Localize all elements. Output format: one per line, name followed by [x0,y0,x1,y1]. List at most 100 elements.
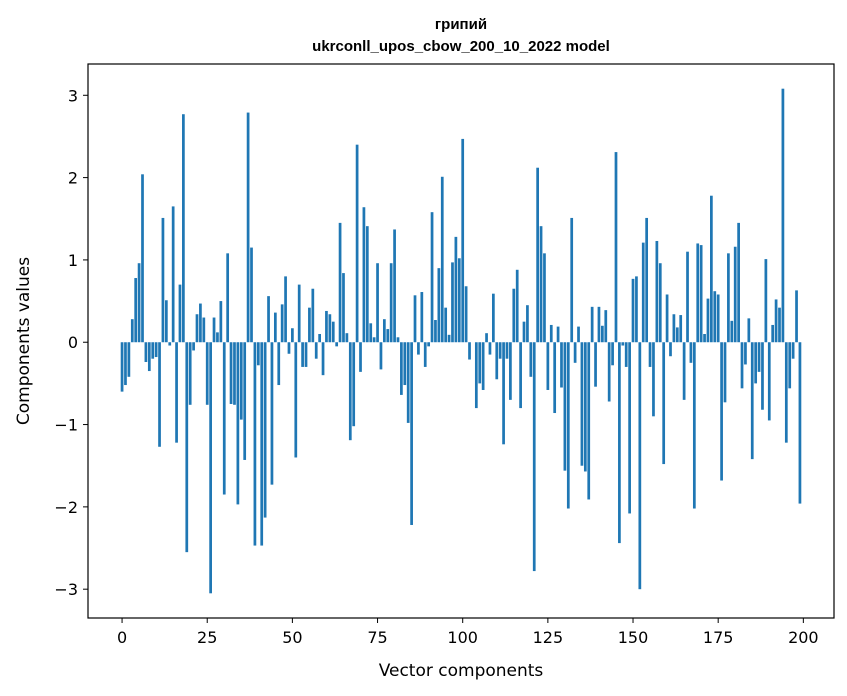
bar-165 [682,342,686,400]
bar-35 [239,342,243,420]
bar-75 [376,263,379,343]
x-tick-label: 200 [788,628,819,647]
bar-125 [546,342,550,390]
bar-88 [420,292,424,343]
y-tick-label: −1 [54,416,78,435]
chart-title: грипий [435,16,487,33]
bar-190 [767,342,771,421]
plot-area-frame [87,63,835,619]
bar-99 [457,258,461,343]
bar-178 [727,253,730,343]
x-tick-label: 75 [367,628,387,647]
bar-81 [396,337,400,343]
y-tick-label: 0 [68,333,78,352]
bar-37 [246,112,250,343]
bar-63 [335,342,339,347]
bar-42 [263,342,267,518]
bar-158 [658,263,662,343]
bar-40 [256,342,260,366]
bars-group [120,88,802,594]
bar-173 [710,195,713,343]
bar-61 [328,314,332,343]
bar-180 [733,246,737,343]
bar-151 [635,276,638,343]
bar-186 [754,342,758,384]
bar-187 [757,342,761,372]
bar-172 [706,298,710,343]
bar-87 [417,342,420,355]
x-tick-label: 125 [533,628,564,647]
bar-157 [655,240,659,343]
x-tick-label: 175 [703,628,734,647]
bar-128 [556,326,560,343]
bar-92 [434,320,437,343]
bar-124 [543,253,546,343]
x-tick-label: 50 [282,628,302,647]
bar-130 [563,342,567,471]
bar-149 [628,342,631,514]
bar-120 [529,342,533,377]
bar-115 [512,288,516,343]
bar-5 [137,263,141,343]
bar-72 [365,226,369,343]
bar-156 [652,342,655,417]
bar-33 [233,342,236,405]
bar-8 [147,342,151,372]
bar-162 [672,314,676,343]
bar-66 [345,333,349,343]
bar-86 [413,295,417,343]
bar-6 [141,174,144,343]
bar-68 [352,342,356,427]
bar-90 [427,342,431,347]
bar-67 [348,342,352,441]
bar-36 [243,342,247,460]
bar-198 [795,290,798,343]
x-tick-label: 25 [197,628,217,647]
bar-70 [359,342,362,372]
bar-21 [192,342,195,351]
bar-160 [665,294,669,343]
bar-3 [130,319,134,343]
bar-13 [164,300,168,343]
bar-199 [798,342,802,504]
bar-56 [311,288,315,343]
bar-195 [784,342,788,443]
bar-71 [362,207,366,343]
bar-89 [423,342,427,367]
bar-14 [168,342,172,346]
bar-100 [461,138,465,343]
bar-167 [689,342,693,363]
bar-148 [624,342,628,367]
bar-116 [515,269,519,343]
bar-65 [342,273,345,343]
bar-2 [127,342,131,377]
bar-183 [744,342,747,365]
bar-17 [178,284,182,343]
y-tick-label: −2 [54,498,78,517]
bar-74 [372,337,376,343]
bar-48 [284,276,287,343]
bar-111 [498,342,502,359]
bar-136 [583,342,587,472]
bar-16 [175,342,178,443]
bar-135 [580,342,584,466]
bar-145 [614,152,618,343]
bar-1 [124,342,127,386]
bar-47 [280,304,284,343]
bar-29 [219,301,223,343]
bar-177 [723,342,727,403]
bar-39 [253,342,257,546]
bar-79 [389,263,393,343]
bar-193 [778,307,781,343]
bar-62 [331,321,335,343]
y-tick-label: 3 [68,86,78,105]
bar-181 [737,222,740,343]
bar-44 [270,342,274,485]
bar-9 [151,342,155,359]
bar-131 [566,342,570,509]
bar-84 [406,342,410,423]
bar-146 [618,342,621,544]
bar-23 [199,303,202,343]
x-axis-label: Vector components [379,661,544,681]
y-tick-label: 1 [68,251,78,270]
